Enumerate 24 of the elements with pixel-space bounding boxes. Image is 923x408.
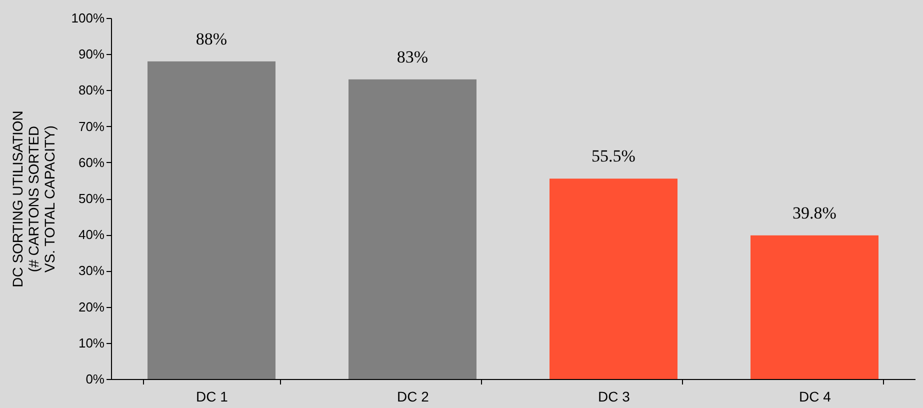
y-tick-label: 0% [86,372,105,386]
bar [148,61,276,379]
data-label: 83% [396,47,428,66]
x-tick-label: DC 3 [598,388,630,404]
data-label: 88% [196,29,228,48]
y-tick-label: 90% [78,46,105,62]
x-tick-label: DC 1 [196,388,228,404]
y-tick-label: 30% [78,263,105,278]
y-tick-label: 50% [78,191,105,206]
y-tick-label: 40% [78,227,105,242]
y-tick-label: 10% [78,335,105,350]
y-tick-label: 100% [71,10,105,26]
y-tick-label: 80% [78,82,105,98]
bar [348,79,476,379]
x-tick-label: DC 2 [397,388,430,404]
bar [750,235,878,379]
x-tick-label: DC 4 [799,388,832,404]
bar [550,178,678,379]
data-label: 55.5% [592,146,636,166]
data-label: 39.8% [792,203,836,222]
y-tick-label: 60% [78,154,105,170]
y-tick-label: 20% [78,299,105,314]
y-axis-title: DC SORTING UTILISATION (# CARTONS SORTED VS. TOTAL CAPACITY) [9,110,58,288]
y-tick-label: 70% [78,118,105,134]
